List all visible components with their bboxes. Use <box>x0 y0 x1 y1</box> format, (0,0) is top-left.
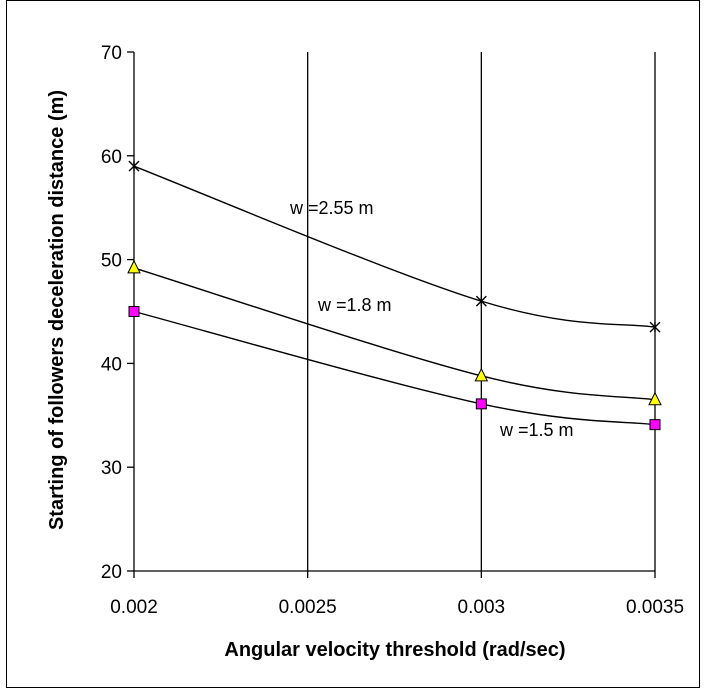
data-point-star <box>649 321 661 333</box>
series-label: w =1.5 m <box>499 420 574 440</box>
x-tick-label: 0.0025 <box>279 597 337 618</box>
x-tick-label: 0.002 <box>110 597 158 618</box>
series-layer <box>127 160 662 431</box>
data-point-triangle <box>648 391 662 406</box>
series-square <box>128 306 661 431</box>
y-tick-label: 50 <box>101 251 122 272</box>
y-tick-label: 70 <box>101 43 122 64</box>
data-point-star <box>128 160 140 172</box>
y-tick-label: 20 <box>101 562 122 583</box>
data-point-square <box>475 398 487 410</box>
data-point-triangle <box>474 367 489 382</box>
data-point-square <box>649 419 661 431</box>
chart-frame <box>6 0 700 688</box>
grid-layer <box>307 52 656 571</box>
x-tick-label: 0.003 <box>458 597 506 618</box>
data-point-square <box>128 306 140 317</box>
y-tick-label: 40 <box>101 354 122 375</box>
series-star <box>128 160 661 333</box>
series-label: w =1.8 m <box>317 295 392 315</box>
x-axis-title: Angular velocity threshold (rad/sec) <box>224 639 565 661</box>
series-line <box>133 165 656 328</box>
data-point-triangle <box>127 259 141 274</box>
series-line <box>133 267 656 401</box>
y-axis-title: Starting of followers deceleration dista… <box>46 90 68 530</box>
y-tick-label: 30 <box>101 458 122 479</box>
series-label: w =2.55 m <box>289 198 374 218</box>
x-tick-label: 0.0035 <box>626 597 684 618</box>
label-layer: w =2.55 m w =1.8 m w =1.5 m <box>289 198 574 440</box>
axis-layer: 20 30 40 50 60 70 0.002 0.0025 0.003 0.0035 <box>101 43 684 618</box>
data-point-star <box>475 295 487 307</box>
y-tick-label: 60 <box>101 147 122 168</box>
series-triangle <box>127 259 662 406</box>
series-line <box>133 310 656 426</box>
